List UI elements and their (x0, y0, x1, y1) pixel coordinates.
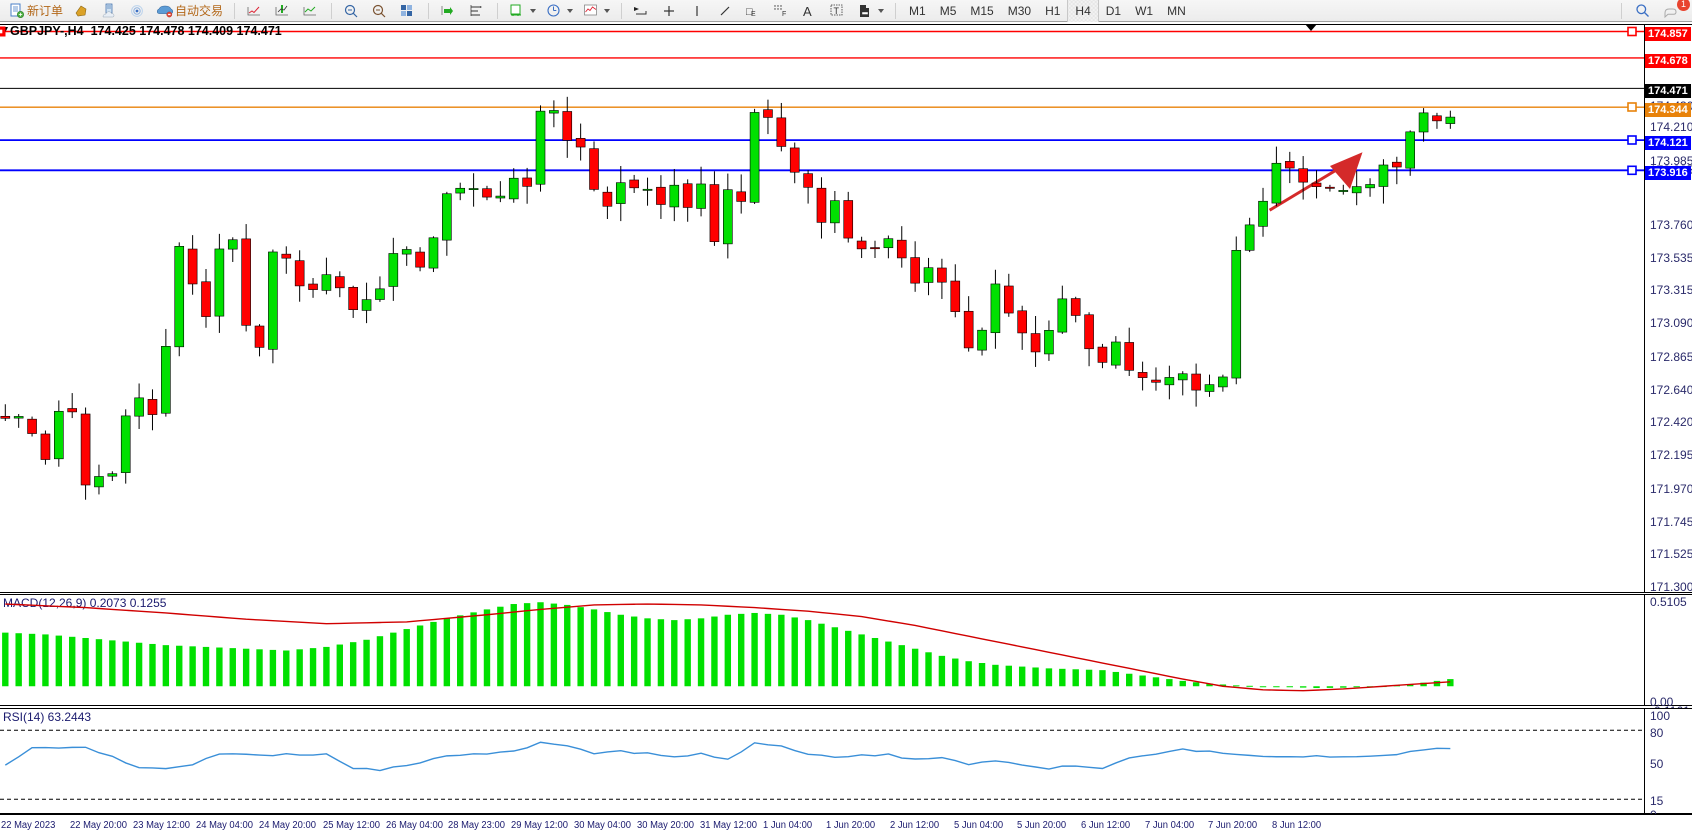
svg-text:E: E (751, 11, 756, 18)
svg-text:F: F (782, 11, 786, 18)
svg-text:T: T (834, 6, 840, 16)
svg-text:A: A (803, 4, 812, 19)
